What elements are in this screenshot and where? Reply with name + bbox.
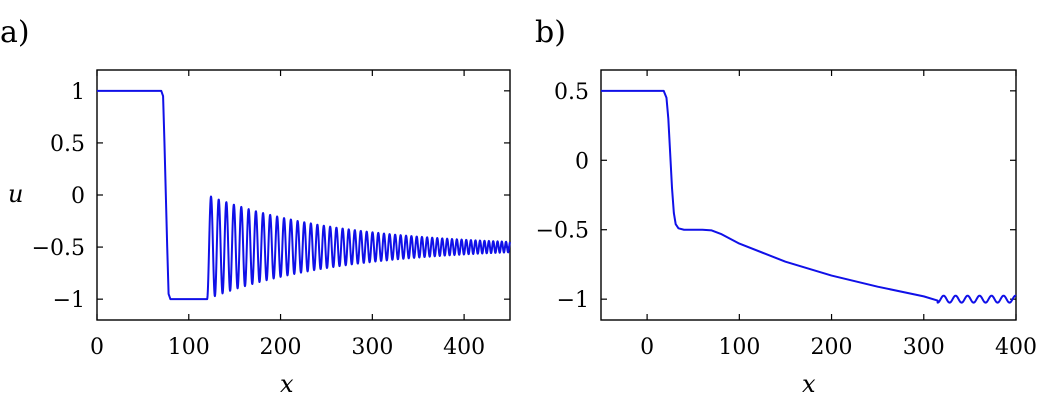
series-line-u (97, 89, 511, 301)
panel-a: a) u x 0 100 200 300 400 1 0.5 0 −0.5 −1 (0, 15, 511, 398)
panel-b-label: b) (535, 15, 566, 50)
plot-frame (96, 69, 511, 321)
panel-a-plot: 0 100 200 300 400 1 0.5 0 −0.5 −1 (32, 69, 511, 360)
x-tick-label: 300 (351, 335, 393, 360)
panel-a-ylabel: u (8, 180, 23, 208)
panel-b-xlabel: x (802, 370, 816, 398)
x-tick-label: 0 (640, 335, 654, 360)
panel-b: b) x 0 100 200 300 400 0.5 0 −0.5 −1 (535, 15, 1037, 398)
y-tick-label: 0.5 (50, 132, 85, 157)
y-tick-label: 1 (71, 80, 85, 105)
x-tick-label: 100 (168, 335, 210, 360)
y-tick-label: −0.5 (32, 236, 85, 261)
panel-a-label: a) (0, 15, 30, 50)
y-tick-label: −1 (557, 288, 589, 313)
x-tick-label: 100 (718, 335, 760, 360)
y-tick-label: 0.5 (554, 80, 589, 105)
x-tick-label: 400 (995, 335, 1037, 360)
panel-b-plot: 0 100 200 300 400 0.5 0 −0.5 −1 (536, 69, 1037, 360)
y-tick-label: 0 (575, 149, 589, 174)
plot-frame (600, 69, 1017, 321)
x-tick-label: 400 (443, 335, 485, 360)
x-tick-label: 200 (811, 335, 853, 360)
series-line-u (601, 89, 1017, 304)
panel-a-xlabel: x (280, 370, 294, 398)
y-tick-label: −0.5 (536, 219, 589, 244)
y-tick-label: −1 (53, 288, 85, 313)
y-tick-label: 0 (71, 184, 85, 209)
x-tick-label: 0 (90, 335, 104, 360)
x-tick-label: 300 (903, 335, 945, 360)
x-tick-label: 200 (260, 335, 302, 360)
